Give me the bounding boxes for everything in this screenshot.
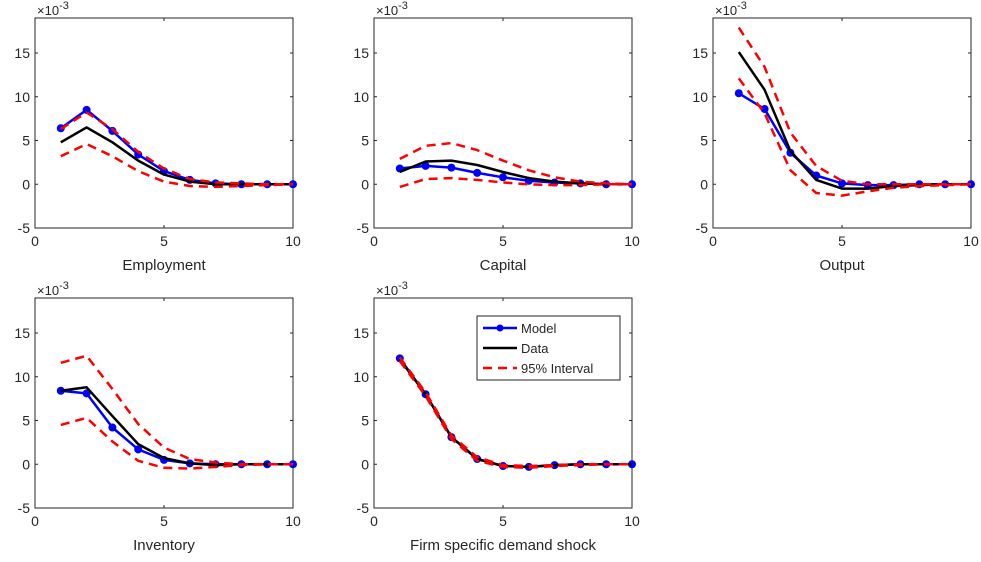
x-axis-label: Capital	[480, 257, 527, 274]
axes-box	[34, 17, 294, 229]
y-tick-label: 10	[14, 89, 30, 105]
y-tick-label: 15	[14, 325, 30, 341]
y-exponent-power: -3	[398, 280, 408, 292]
data-point	[447, 163, 456, 172]
y-tick-label: -5	[357, 500, 370, 516]
data-point	[134, 445, 143, 454]
series-line-95-interval	[60, 142, 294, 189]
series-line-95-interval	[737, 26, 971, 186]
legend: Model Data 95% Interval	[476, 315, 621, 381]
x-tick-label: 0	[31, 233, 39, 249]
y-tick-label: 15	[353, 45, 369, 61]
y-tick-label: 10	[14, 369, 30, 385]
data-point	[499, 173, 507, 182]
x-tick-label: 5	[160, 513, 168, 529]
x-tick-label: 10	[285, 233, 301, 249]
series-line-95-interval	[399, 141, 633, 186]
x-tick-label: 5	[160, 233, 168, 249]
x-tick-label: 5	[499, 233, 507, 249]
y-exponent-power: -3	[737, 0, 747, 12]
y-exponent-label: ×10-3	[376, 0, 408, 18]
y-tick-label: 0	[361, 456, 369, 472]
axes-box	[373, 17, 633, 229]
x-tick-label: 5	[838, 233, 846, 249]
data-point	[108, 423, 117, 432]
y-exponent-base: ×10	[376, 283, 398, 298]
y-tick-label: -5	[696, 220, 709, 236]
axes-box	[34, 297, 294, 509]
x-axis-label: Inventory	[133, 537, 195, 554]
y-tick-label: 0	[22, 176, 30, 192]
series-line-95-interval	[60, 111, 293, 186]
data-point	[82, 389, 91, 398]
y-tick-label: -5	[357, 220, 370, 236]
data-point	[473, 168, 482, 177]
x-tick-label: 5	[499, 513, 507, 529]
data-point	[838, 179, 846, 188]
y-tick-label: 15	[14, 45, 30, 61]
x-tick-label: 0	[709, 233, 717, 249]
x-tick-label: 0	[31, 513, 39, 529]
y-tick-label: 15	[692, 45, 708, 61]
y-tick-label: 5	[22, 133, 30, 149]
y-exponent-label: ×10-3	[715, 0, 747, 18]
x-tick-label: 0	[370, 233, 378, 249]
y-tick-label: 5	[22, 413, 30, 429]
x-tick-label: 0	[370, 513, 378, 529]
y-tick-label: 10	[353, 369, 369, 385]
y-tick-label: 5	[361, 133, 369, 149]
x-axis-label: Output	[819, 257, 865, 274]
series-line-data	[60, 126, 293, 186]
y-tick-label: 5	[700, 133, 708, 149]
y-tick-label: 15	[353, 325, 369, 341]
y-tick-label: 0	[22, 456, 30, 472]
y-exponent-label: ×10-3	[376, 280, 408, 298]
legend-label: Data	[521, 341, 549, 356]
x-tick-label: 10	[624, 233, 640, 249]
y-exponent-power: -3	[398, 0, 408, 12]
x-tick-label: 10	[963, 233, 979, 249]
series-line-95-interval	[398, 360, 632, 470]
y-exponent-base: ×10	[376, 3, 398, 18]
y-exponent-label: ×10-3	[37, 280, 69, 298]
series-line-data	[399, 159, 632, 186]
x-tick-label: 10	[624, 513, 640, 529]
legend-marker	[496, 324, 504, 332]
y-exponent-base: ×10	[37, 283, 59, 298]
legend-label: 95% Interval	[521, 361, 593, 376]
x-axis-label: Firm specific demand shock	[410, 537, 596, 554]
y-tick-label: 5	[361, 413, 369, 429]
series-line-95-interval	[60, 416, 293, 470]
y-tick-label: 0	[361, 176, 369, 192]
y-exponent-base: ×10	[37, 3, 59, 18]
y-exponent-label: ×10-3	[37, 0, 69, 18]
y-exponent-base: ×10	[715, 3, 737, 18]
x-tick-label: 10	[285, 513, 301, 529]
series-line-95-interval	[737, 77, 972, 197]
y-exponent-power: -3	[59, 280, 69, 292]
y-exponent-power: -3	[59, 0, 69, 12]
y-tick-label: 10	[353, 89, 369, 105]
y-tick-label: -5	[18, 220, 31, 236]
data-point	[734, 89, 743, 98]
y-tick-label: 10	[692, 89, 708, 105]
legend-label: Model	[521, 321, 557, 336]
x-axis-label: Employment	[122, 257, 206, 274]
y-tick-label: -5	[18, 500, 31, 516]
y-tick-label: 0	[700, 176, 708, 192]
